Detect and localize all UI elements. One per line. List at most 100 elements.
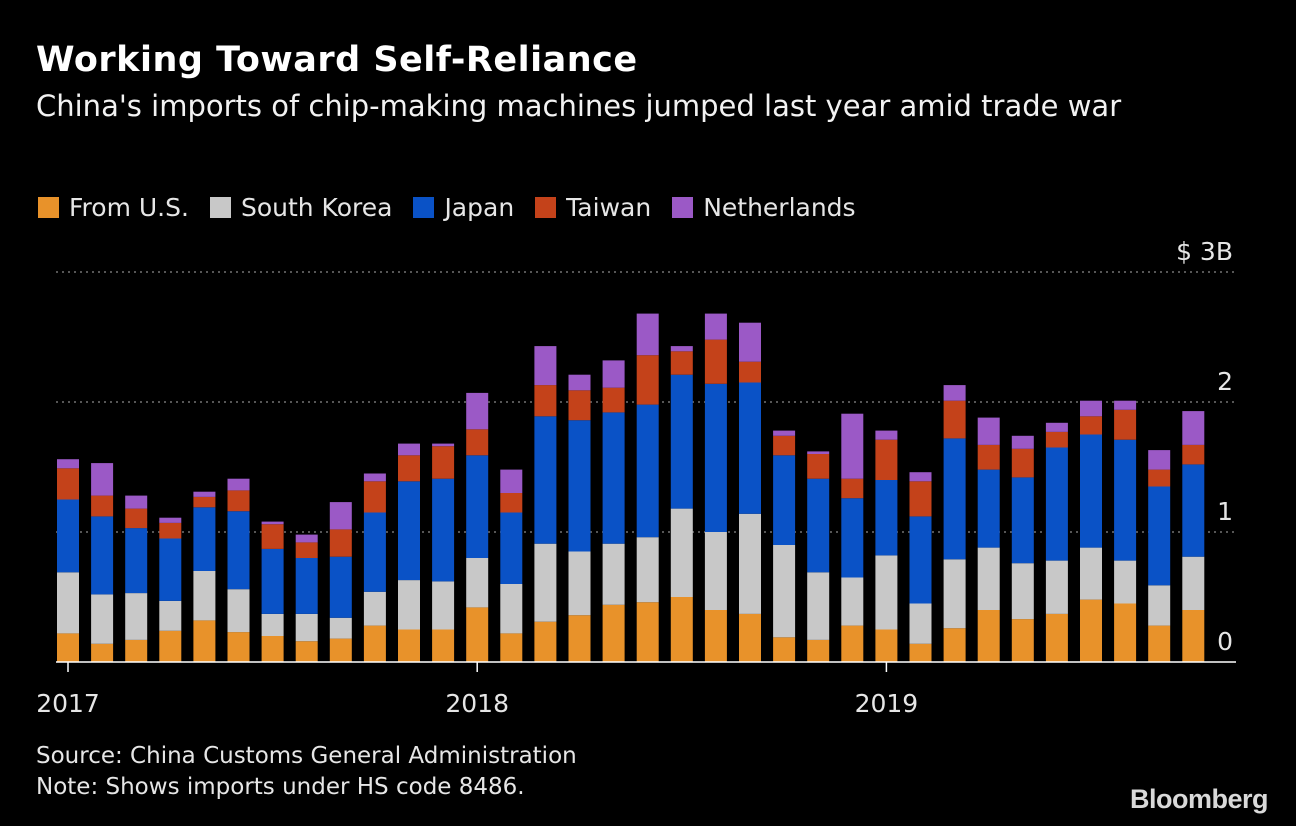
bar-segment-taiwan-10 [398, 455, 420, 482]
bar-segment-us-16 [602, 604, 625, 662]
bar-segment-south-korea-33 [1182, 556, 1205, 610]
bar-segment-japan-8 [329, 556, 352, 618]
bar-segment-japan-12 [466, 455, 489, 558]
bar-segment-taiwan-7 [295, 542, 318, 558]
bar-segment-us-5 [227, 632, 250, 662]
bar-segment-netherlands-29 [1045, 422, 1068, 432]
bar-segment-us-21 [773, 637, 796, 662]
bar-segment-japan-6 [261, 548, 284, 614]
bar-segment-japan-23 [841, 498, 864, 578]
bar-segment-south-korea-23 [841, 577, 864, 626]
bar-segment-taiwan-28 [1011, 448, 1034, 478]
bar-segment-netherlands-18 [670, 346, 693, 352]
bar-segment-south-korea-31 [1114, 560, 1137, 604]
bar-segment-japan-7 [295, 558, 318, 614]
bar-segment-taiwan-1 [91, 495, 114, 517]
bar-segment-us-18 [670, 597, 693, 662]
bar-segment-taiwan-23 [841, 478, 864, 499]
legend-item-us: From U.S. [38, 193, 189, 222]
legend-item-japan: Japan [413, 193, 514, 222]
bar-segment-japan-19 [704, 383, 727, 532]
bar-segment-taiwan-0 [57, 468, 79, 500]
bar-segment-japan-25 [909, 516, 932, 604]
bar-segment-south-korea-26 [943, 559, 966, 629]
bar-segment-netherlands-26 [943, 385, 966, 401]
bar-segment-south-korea-24 [875, 555, 898, 630]
bar-segment-japan-18 [670, 374, 693, 509]
bar-segment-south-korea-18 [670, 508, 693, 597]
bar-segment-netherlands-19 [704, 313, 727, 340]
bar-segment-south-korea-28 [1011, 563, 1034, 620]
bar-segment-taiwan-6 [261, 524, 284, 549]
bar-segment-japan-11 [432, 478, 455, 582]
bar-segment-netherlands-10 [398, 443, 420, 456]
bar-segment-us-4 [193, 620, 216, 662]
bar-segment-south-korea-17 [636, 537, 659, 603]
chart-subtitle: China's imports of chip-making machines … [36, 89, 1122, 123]
legend: From U.S. South Korea Japan Taiwan Nethe… [38, 193, 877, 222]
bar-segment-taiwan-12 [466, 429, 489, 456]
bar-segment-japan-13 [500, 512, 523, 584]
bar-segment-netherlands-1 [91, 463, 114, 496]
bar-segment-japan-9 [363, 512, 386, 592]
bar-segment-taiwan-30 [1080, 416, 1102, 435]
bar-segment-south-korea-4 [193, 571, 216, 621]
bar-segment-us-11 [432, 629, 455, 662]
bar-segment-japan-28 [1011, 477, 1034, 564]
bar-segment-japan-5 [227, 511, 250, 590]
bar-segment-us-1 [91, 643, 114, 662]
bar-segment-netherlands-27 [977, 417, 1000, 445]
bar-segment-netherlands-7 [295, 534, 318, 543]
bar-segment-south-korea-30 [1080, 547, 1102, 600]
bar-segment-netherlands-17 [636, 313, 659, 356]
legend-label-us: From U.S. [69, 193, 189, 222]
bar-segment-south-korea-16 [602, 543, 625, 605]
bar-segment-us-7 [295, 641, 318, 662]
bar-segment-south-korea-0 [57, 572, 79, 634]
y-tick-label-0: 0 [1217, 627, 1233, 656]
bar-segment-south-korea-14 [534, 543, 557, 622]
bar-segment-us-0 [57, 633, 79, 662]
bar-segment-netherlands-9 [363, 473, 386, 482]
bar-segment-us-23 [841, 625, 864, 662]
footnote: Note: Shows imports under HS code 8486. [36, 774, 525, 800]
bar-segment-us-20 [739, 613, 761, 662]
bar-segment-taiwan-5 [227, 490, 250, 512]
bar-segment-south-korea-12 [466, 558, 489, 608]
bar-segment-taiwan-27 [977, 444, 1000, 470]
bar-segment-taiwan-15 [568, 390, 591, 421]
bar-segment-taiwan-2 [125, 508, 148, 529]
bar-segment-netherlands-31 [1114, 400, 1137, 410]
bar-segment-south-korea-10 [398, 580, 420, 630]
bar-segment-netherlands-14 [534, 346, 557, 386]
bar-segment-taiwan-25 [909, 481, 932, 517]
bar-segment-netherlands-25 [909, 472, 932, 482]
bar-segment-japan-24 [875, 480, 898, 556]
bar-segment-south-korea-29 [1045, 560, 1068, 614]
bar-segment-netherlands-2 [125, 495, 148, 509]
bar-segment-japan-22 [807, 478, 830, 573]
bar-segment-netherlands-21 [773, 430, 796, 436]
bar-segment-japan-15 [568, 420, 591, 552]
bar-segment-taiwan-33 [1182, 444, 1205, 465]
legend-item-taiwan: Taiwan [535, 193, 651, 222]
bar-segment-netherlands-33 [1182, 411, 1205, 445]
bar-segment-taiwan-17 [636, 355, 659, 405]
legend-label-netherlands: Netherlands [703, 193, 856, 222]
bar-segment-taiwan-31 [1114, 409, 1137, 440]
bar-segment-netherlands-13 [500, 469, 523, 493]
bar-segment-us-14 [534, 621, 557, 662]
legend-swatch-japan [413, 197, 435, 218]
bar-segment-us-30 [1080, 599, 1102, 662]
bar-segment-netherlands-23 [841, 413, 864, 479]
bar-segment-taiwan-29 [1045, 431, 1068, 448]
bar-segment-taiwan-4 [193, 496, 216, 508]
bar-segment-taiwan-24 [875, 439, 898, 480]
bar-segment-south-korea-15 [568, 551, 591, 616]
bar-segment-netherlands-32 [1148, 450, 1171, 470]
bar-segment-south-korea-7 [295, 613, 318, 642]
legend-swatch-us [38, 197, 59, 218]
bar-segment-japan-32 [1148, 486, 1171, 586]
bar-segment-us-12 [466, 607, 489, 662]
